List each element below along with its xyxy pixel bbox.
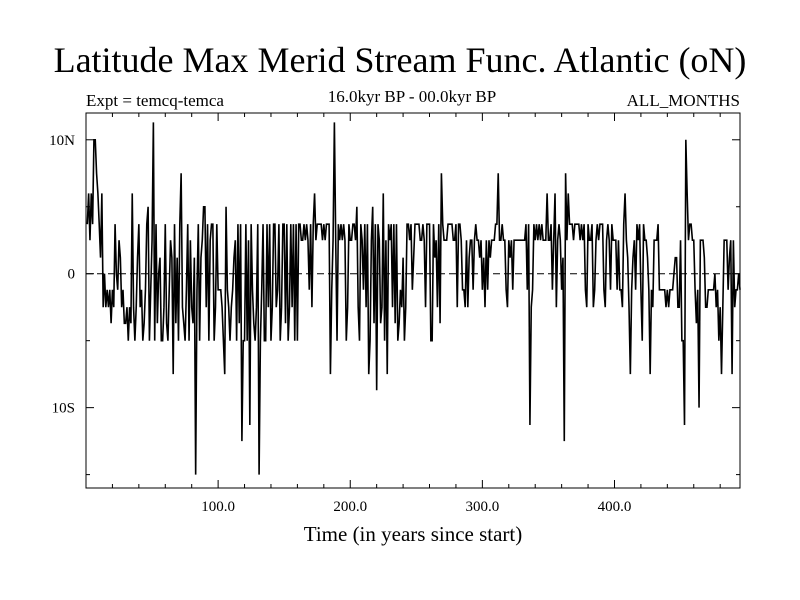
experiment-label: Expt = temcq-temca <box>86 91 224 110</box>
time-range-label: 16.0kyr BP - 00.0kyr BP <box>327 87 497 106</box>
x-tick-label: 300.0 <box>465 499 499 515</box>
minor-ticks <box>86 113 740 488</box>
plot-frame <box>85 112 741 489</box>
y-tick-label: 10S <box>52 401 75 417</box>
x-tick-label: 100.0 <box>201 499 235 515</box>
x-axis: 100.0 200.0 300.0 400.0 <box>201 113 631 515</box>
months-label: ALL_MONTHS <box>626 91 740 110</box>
x-tick-label: 400.0 <box>598 499 632 515</box>
y-tick-label: 10N <box>49 133 75 149</box>
chart-title: Latitude Max Merid Stream Func. Atlantic… <box>53 40 747 80</box>
x-axis-title: Time (in years since start) <box>304 522 523 546</box>
x-tick-label: 200.0 <box>333 499 367 515</box>
y-tick-label: 0 <box>68 267 76 283</box>
series-line <box>86 122 741 475</box>
y-axis: 10N 0 10S <box>49 133 740 417</box>
